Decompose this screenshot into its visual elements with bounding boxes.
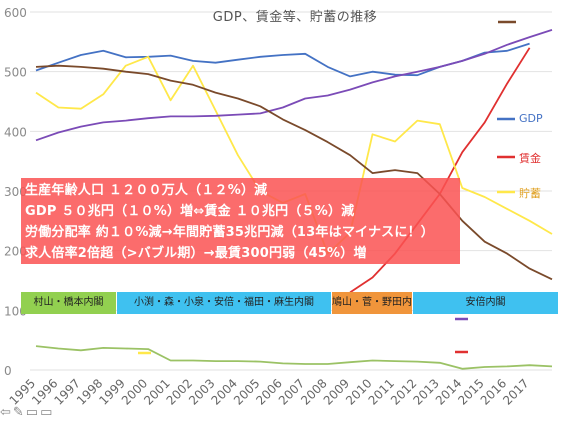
- summary-overlay: 生産年齢人口 １２００万人（１２%）減 GDP ５０兆円（１０%）増⇔賃金 １０…: [21, 178, 460, 264]
- series-line-5: [35, 64, 553, 281]
- y-tick-label: 400: [4, 125, 27, 139]
- slide-toolbar-icons[interactable]: ⇦✎▭▭: [0, 405, 55, 420]
- x-tick-label: 2017: [500, 376, 531, 407]
- overlay-line-population: 生産年齢人口 １２００万人（１２%）減: [25, 183, 268, 198]
- era-abe: 安倍内閣: [413, 292, 558, 314]
- era-murayama-hashimoto: 村山・橋本内閣: [21, 292, 116, 314]
- legend-label-wage: 賃金: [519, 152, 541, 165]
- legend-layer: [138, 20, 516, 355]
- overlay-line-gdp-wage: GDP ５０兆円（１０%）増⇔賃金 １０兆円（５%）減: [25, 204, 355, 219]
- era-obuchi-aso: 小渕・森・小泉・安倍・福田・麻生内閣: [117, 292, 331, 314]
- legend-label-gdp: GDP: [519, 112, 543, 125]
- era-hatoyama-noda: 鳩山・菅・野田内閣: [332, 292, 412, 314]
- chart-title: GDP、賃金等、貯蓄の推移: [212, 10, 378, 25]
- overlay-line-labor-share: 労働分配率 約１０%減→年間貯蓄35兆円減（13年はマイナスに！）: [25, 225, 434, 240]
- series-line-4: [35, 29, 553, 142]
- y-tick-label: 600: [4, 6, 27, 20]
- slide-toolbar[interactable]: ⇦✎▭▭: [0, 405, 54, 420]
- y-tick-label: 500: [4, 66, 27, 80]
- legend-label-savings: 貯蓄: [519, 187, 541, 200]
- y-tick-label: 0: [4, 364, 12, 378]
- overlay-line-job-ratio: 求人倍率2倍超（>バブル期）→最賃300円弱（45%）増: [25, 246, 367, 261]
- series-line-6: [35, 345, 553, 370]
